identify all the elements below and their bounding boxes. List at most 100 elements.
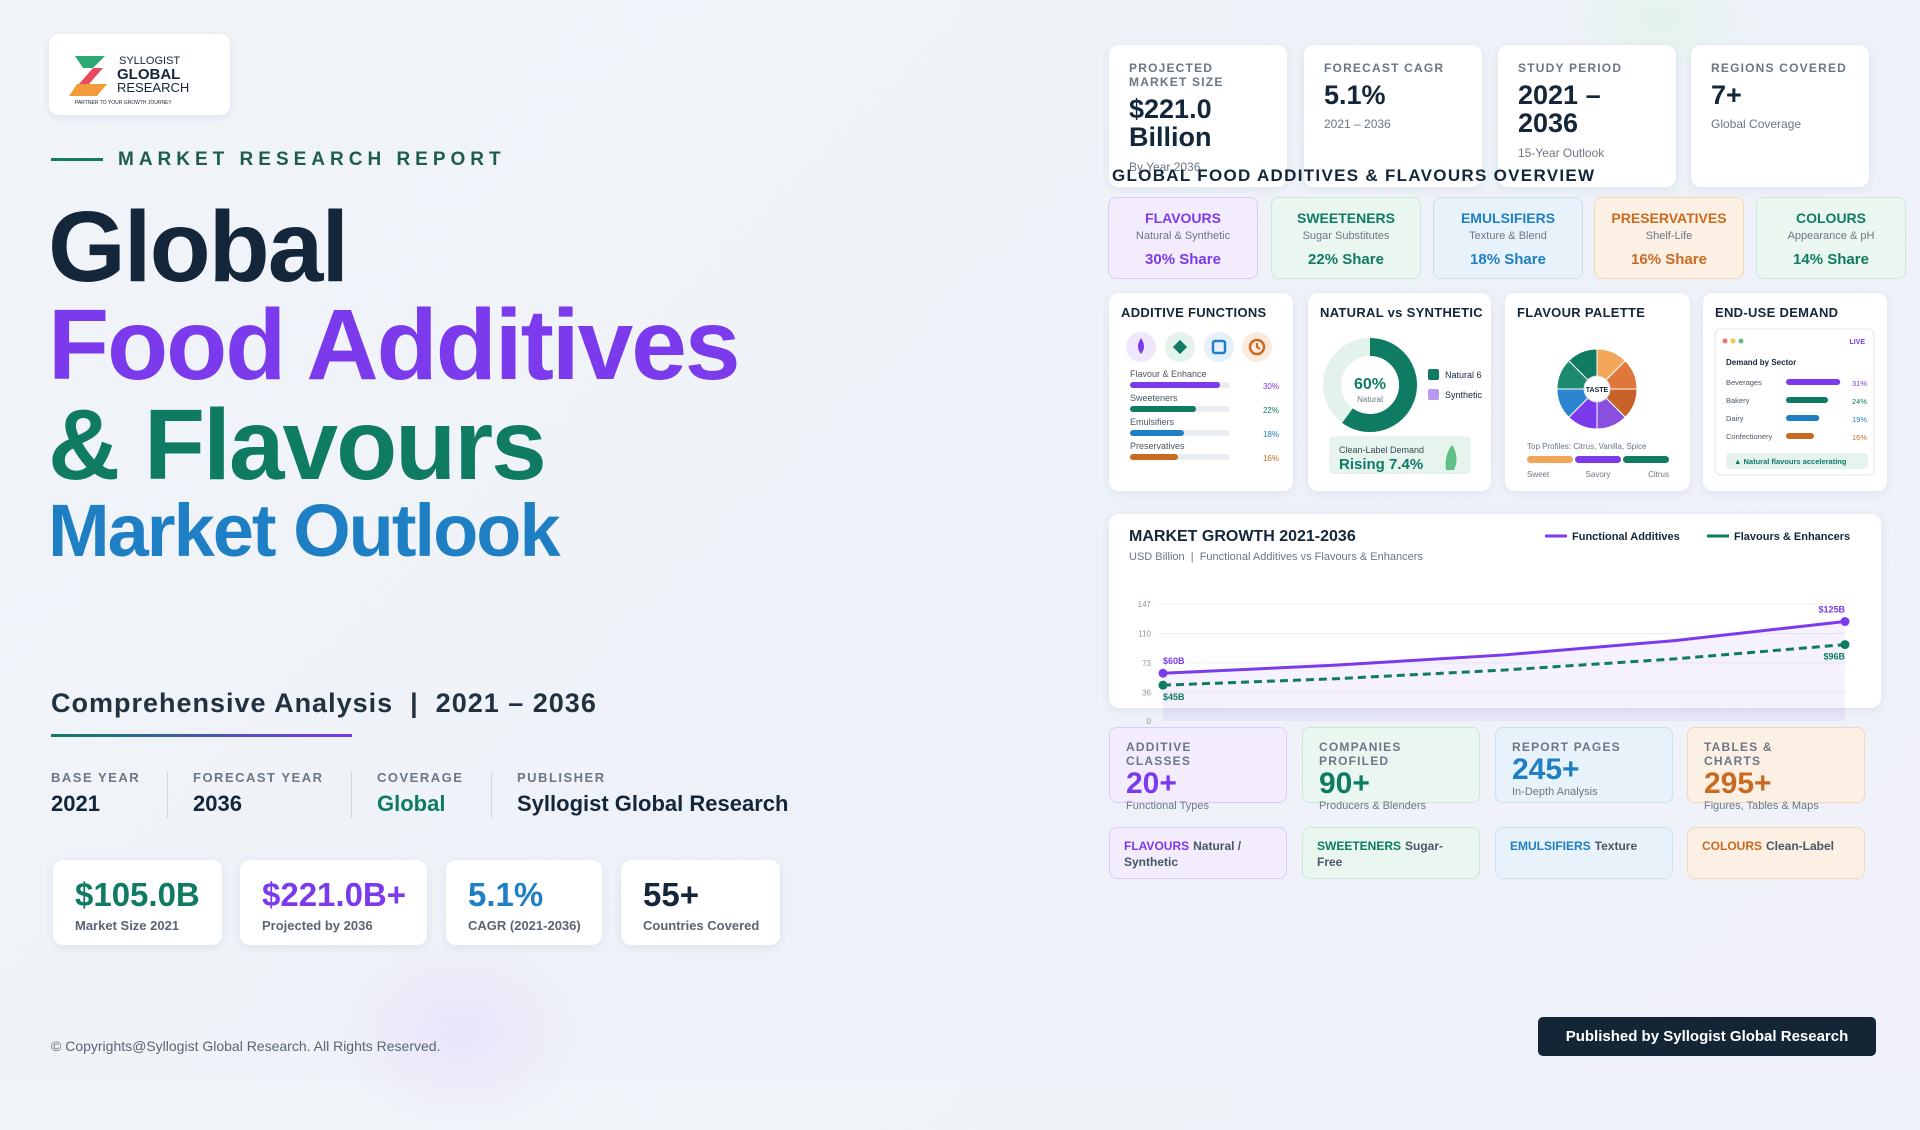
legend-label: Synthetic <box>1445 390 1483 400</box>
scale-label: Sweet <box>1527 470 1550 479</box>
y-tick-label: 0 <box>1147 717 1152 726</box>
meta-value: 2036 <box>193 791 242 816</box>
bar <box>1130 406 1196 412</box>
value-label: 31% <box>1852 379 1867 388</box>
legend-swatch <box>1428 389 1439 400</box>
tag-text: Texture <box>1594 839 1638 853</box>
scale-segment <box>1575 456 1621 463</box>
callout-value: Rising 7.4% <box>1339 456 1423 473</box>
logo-line: GLOBAL <box>117 66 180 83</box>
segment-desc: Appearance & pH <box>1787 230 1875 242</box>
live-badge: LIVE <box>1849 339 1865 346</box>
sector-label: Bakery <box>1726 396 1750 405</box>
glow <box>330 930 590 1130</box>
highlight-value: $221.0B+ <box>262 876 407 913</box>
y-tick-label: 36 <box>1142 688 1151 697</box>
overview-title: GLOBAL FOOD ADDITIVES & FLAVOURS OVERVIE… <box>1112 166 1596 185</box>
legend-label: Functional Additives <box>1572 531 1680 543</box>
kpi-value: 5.1% <box>1324 80 1386 110</box>
eyebrow: MARKET RESEARCH REPORT <box>118 149 506 170</box>
value-label: 16% <box>1263 454 1279 463</box>
icon-glyph <box>1248 338 1266 356</box>
tag: FLAVOURS Natural / Synthetic <box>1109 827 1287 879</box>
y-tick-label: 110 <box>1138 629 1151 638</box>
tag-name: EMULSIFIERS <box>1510 839 1591 853</box>
meta-item: PUBLISHER Syllogist Global Research <box>517 770 788 817</box>
stat-value: 90+ <box>1319 767 1370 800</box>
icon-glyph <box>1256 343 1261 350</box>
value-label: 19% <box>1852 415 1867 424</box>
sector-label: Dairy <box>1726 414 1744 423</box>
highlight-card: 55+ Countries Covered <box>621 860 780 945</box>
tag-name: FLAVOURS <box>1124 839 1190 853</box>
tag: COLOURS Clean-Label <box>1687 827 1865 879</box>
bar <box>1786 415 1820 421</box>
y-tick-label: 73 <box>1142 659 1151 668</box>
stat-label: REPORT PAGES <box>1512 740 1621 754</box>
highlight-label: CAGR (2021-2036) <box>468 918 581 933</box>
scale-label: Savory <box>1586 470 1611 479</box>
function-label: Preservatives <box>1130 441 1185 451</box>
panel-card: NATURAL vs SYNTHETIC 60% Natural Natural 6 S… <box>1308 293 1491 491</box>
highlight-value: 55+ <box>643 876 699 913</box>
panel-card: END-USE DEMAND LIVE Demand by Sector Bevera… <box>1703 293 1887 491</box>
point <box>1840 640 1850 650</box>
segment-name: EMULSIFIERS <box>1460 210 1556 226</box>
panel-graphic: 60% Natural Natural 6 Synthetic Clean-Label … <box>1323 338 1483 474</box>
segment-name: COLOURS <box>1796 210 1866 226</box>
stat-label: TABLES & CHARTS <box>1704 740 1773 768</box>
palette-center-label: TASTE <box>1586 387 1609 394</box>
tag: SWEETENERS Sugar-Free <box>1302 827 1480 879</box>
bar <box>1130 382 1220 388</box>
value-label: 30% <box>1263 382 1279 391</box>
meta-label: FORECAST YEAR <box>193 770 324 785</box>
callout-label: Clean-Label Demand <box>1339 445 1424 455</box>
kpi-value: $221.0 Billion <box>1129 94 1212 153</box>
callout-leaf <box>1445 445 1457 470</box>
segment-desc: Shelf-Life <box>1645 230 1693 242</box>
stat-value: 295+ <box>1704 767 1772 800</box>
meta-divider <box>167 772 168 818</box>
function-label: Sweeteners <box>1130 393 1178 403</box>
segment-card: FLAVOURS Natural & Synthetic 30% Share <box>1108 197 1258 279</box>
end-use-subtitle: Demand by Sector <box>1726 358 1796 367</box>
kpi-note: By Year 2036 <box>1129 159 1201 174</box>
panel-title: NATURAL vs SYNTHETIC <box>1320 305 1483 320</box>
kpi-value: 7+ <box>1711 80 1742 110</box>
window-dot <box>1738 338 1744 344</box>
panel-title: END-USE DEMAND <box>1715 305 1839 320</box>
segment-desc: Natural & Synthetic <box>1135 230 1231 242</box>
segment-name: PRESERVATIVES <box>1611 210 1727 226</box>
segment-card: EMULSIFIERS Texture & Blend 18% Share <box>1433 197 1583 279</box>
kpi-card: STUDY PERIOD 2021 – 2036 15-Year Outlook <box>1498 45 1676 187</box>
line <box>1162 643 1846 687</box>
highlight-card: 5.1% CAGR (2021-2036) <box>446 860 602 945</box>
highlight-label: Market Size 2021 <box>75 918 180 933</box>
icon-glyph <box>1211 339 1227 355</box>
data-label: $125B <box>1818 605 1845 615</box>
tag-text: Sugar-Free <box>1317 839 1444 870</box>
meta-value: Global <box>377 791 446 816</box>
window-dot <box>1730 338 1736 344</box>
highlight-value: $105.0B <box>75 876 200 913</box>
value-label: 24% <box>1852 397 1867 406</box>
stat-value: 245+ <box>1512 753 1580 786</box>
kpi-card: FORECAST CAGR 5.1% 2021 – 2036 <box>1304 45 1482 187</box>
stat-value: 20+ <box>1126 767 1177 800</box>
highlight-card: $221.0B+ Projected by 2036 <box>240 860 427 945</box>
palette-center <box>1583 375 1611 403</box>
segment-card: COLOURS Appearance & pH 14% Share <box>1756 197 1906 279</box>
segment-desc: Texture & Blend <box>1469 230 1547 242</box>
bar <box>1786 397 1828 403</box>
chart-subtitle: USD Billion | Functional Additives vs Fl… <box>1129 551 1423 563</box>
bar <box>1786 379 1841 385</box>
meta-value: 2021 <box>51 791 100 816</box>
note-pill <box>1726 453 1868 469</box>
data-label: $45B <box>1163 692 1185 702</box>
segment-share: 16% Share <box>1631 251 1707 268</box>
bar <box>1130 454 1178 460</box>
panel-title: FLAVOUR PALETTE <box>1517 305 1646 320</box>
function-icon <box>1204 332 1234 362</box>
legend-label: Natural 6 <box>1445 370 1482 380</box>
